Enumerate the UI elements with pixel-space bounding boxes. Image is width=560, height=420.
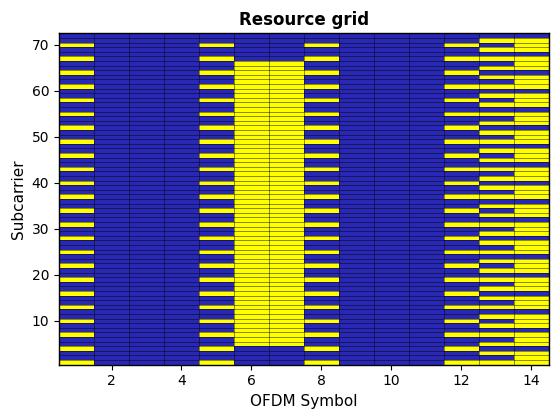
X-axis label: OFDM Symbol: OFDM Symbol xyxy=(250,394,358,409)
Title: Resource grid: Resource grid xyxy=(239,11,369,29)
Y-axis label: Subcarrier: Subcarrier xyxy=(11,159,26,239)
